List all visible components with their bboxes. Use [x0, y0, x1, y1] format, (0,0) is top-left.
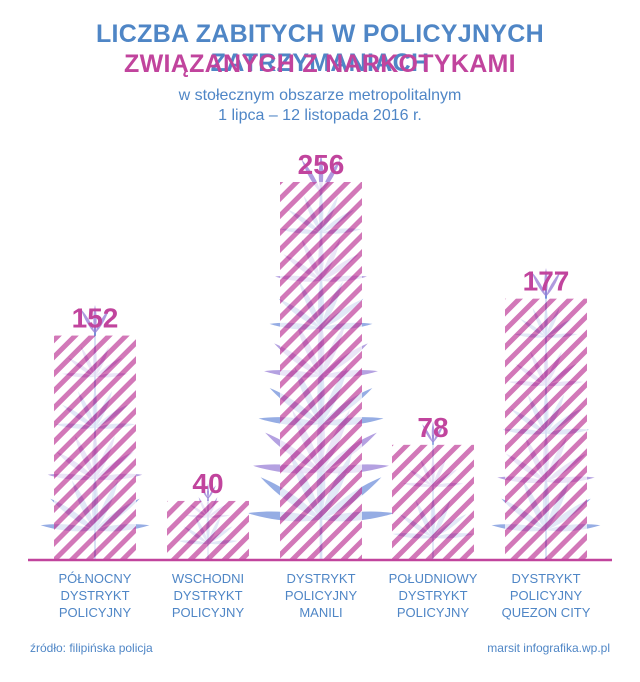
bars-layer [54, 182, 587, 560]
category-label: POLICYJNY [285, 588, 358, 603]
bar [54, 335, 136, 560]
bar [280, 182, 362, 560]
category-label: DYSTRYKT [398, 588, 467, 603]
category-label: POLICYJNY [510, 588, 583, 603]
category-label: MANILI [299, 605, 342, 620]
bar [167, 500, 249, 560]
subtitle-line2: 1 lipca – 12 listopada 2016 r. [218, 107, 422, 124]
bar [505, 298, 587, 560]
category-label: PÓŁNOCNY [59, 571, 132, 586]
chart-subtitle: w stołecznym obszarze metropolitalnym 1 … [0, 86, 640, 126]
bar-value-label: 78 [417, 412, 448, 443]
bar-value-label: 40 [192, 468, 223, 499]
bar-value-label: 256 [298, 149, 345, 180]
value-labels-layer: 152 40 256 78 177 [72, 149, 570, 499]
category-label: DYSTRYKT [286, 571, 355, 586]
category-label: POŁUDNIOWY [389, 571, 478, 586]
category-labels-layer: PÓŁNOCNY DYSTRYKT POLICYJNY WSCHODNI DYSTRYK… [59, 571, 591, 620]
category-label: DYSTRYKT [60, 588, 129, 603]
chart-title-line1: LICZBA ZABITYCH W POLICYJNYCH ZATRZYMANI… [95, 20, 545, 77]
category-label: POLICYJNY [59, 605, 132, 620]
category-label: POLICYJNY [172, 605, 245, 620]
category-label: DYSTRYKT [173, 588, 242, 603]
category-label: WSCHODNI [172, 571, 244, 586]
source-note: źródło: filipińska policja [30, 641, 153, 655]
bar-value-label: 177 [523, 266, 570, 297]
category-label: DYSTRYKT [511, 571, 580, 586]
bar-value-label: 152 [72, 303, 119, 334]
category-label: QUEZON CITY [502, 605, 591, 620]
credit-note: marsit infografika.wp.pl [487, 641, 610, 655]
category-label: POLICYJNY [397, 605, 470, 620]
subtitle-line1: w stołecznym obszarze metropolitalnym [178, 87, 462, 104]
chart-title-line2: ZWIĄZANYCH Z NARKOTYKAMI [124, 50, 516, 78]
bar [392, 444, 474, 560]
